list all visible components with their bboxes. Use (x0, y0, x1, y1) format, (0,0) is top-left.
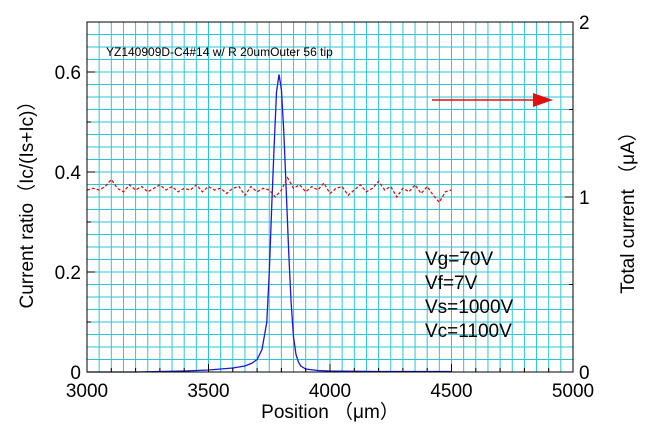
y-right-tick-label: 2 (579, 13, 590, 34)
direction-arrow (432, 93, 553, 107)
x-tick-label: 4500 (430, 381, 472, 402)
y-left-tick-label: 0 (70, 363, 81, 384)
y-axis-right-label: Total current （μA） (617, 122, 639, 293)
ratio-line (87, 74, 452, 373)
y-left-tick-label: 0.6 (55, 63, 81, 84)
y-axis-left-label: Current ratio（Ic/(Is+Ic)） (16, 92, 38, 309)
condition-vf: Vf=7V (425, 273, 478, 294)
condition-vg: Vg=70V (425, 249, 493, 270)
x-tick-label: 5000 (552, 381, 594, 402)
y-right-tick-label: 0 (579, 363, 590, 384)
x-tick-label: 3500 (187, 381, 229, 402)
ratio-series (87, 74, 452, 373)
grid (87, 22, 573, 372)
condition-vc: Vc=1100V (425, 321, 512, 342)
chart-annotation: YZ140909D-C4#14 w/ R 20umOuter 56 tip (106, 45, 333, 59)
y-left-tick-label: 0.4 (55, 163, 82, 184)
y-right-tick-label: 1 (579, 188, 590, 209)
condition-vs: Vs=1000V (425, 297, 514, 318)
y-left-tick-label: 0.2 (55, 263, 81, 284)
x-tick-label: 4000 (309, 381, 351, 402)
x-axis-label: Position （μm） (261, 401, 399, 423)
x-tick-label: 3000 (66, 381, 108, 402)
